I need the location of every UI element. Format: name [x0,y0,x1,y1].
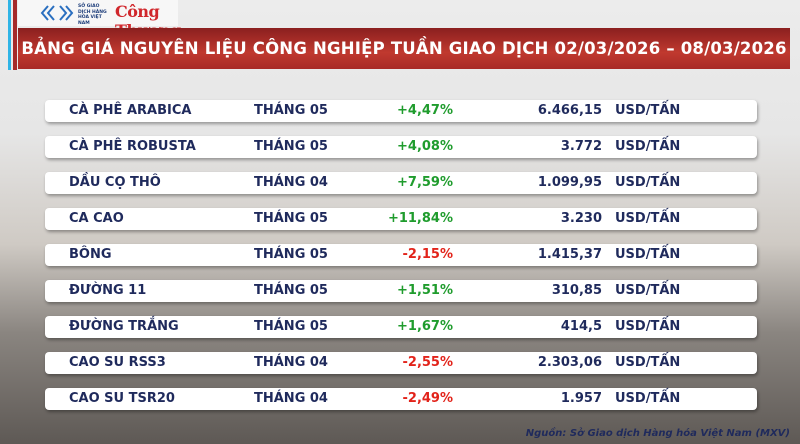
price-unit: USD/TẤN [615,283,681,298]
table-row: DẦU CỌ THÔ THÁNG 04 +7,59% 1.099,95 USD/… [45,172,757,194]
price-change: +4,08% [397,139,453,154]
contract-month: THÁNG 05 [254,211,328,226]
price-unit: USD/TẤN [615,391,681,406]
frame-accent-line [8,0,11,70]
table-row: CAO SU TSR20 THÁNG 04 -2,49% 1.957 USD/T… [45,388,757,410]
contract-month: THÁNG 05 [254,247,328,262]
price-value: 1.099,95 [537,175,602,190]
price-unit: USD/TẤN [615,139,681,154]
table-row: ĐƯỜNG TRẮNG THÁNG 05 +1,67% 414,5 USD/TẤ… [45,316,757,338]
frame-accent-bar [13,0,17,70]
commodity-name: ĐƯỜNG TRẮNG [69,319,179,334]
commodity-name: CÀ PHÊ ARABICA [69,103,192,118]
price-change: -2,55% [402,355,454,370]
page-title: BẢNG GIÁ NGUYÊN LIỆU CÔNG NGHIỆP TUẦN GI… [18,28,790,69]
contract-month: THÁNG 05 [254,319,328,334]
table-row: CÀ PHÊ ROBUSTA THÁNG 05 +4,08% 3.772 USD… [45,136,757,158]
table-row: CA CAO THÁNG 05 +11,84% 3.230 USD/TẤN [45,208,757,230]
price-value: 3.230 [560,211,602,226]
price-change: +7,59% [397,175,453,190]
contract-month: THÁNG 05 [254,139,328,154]
price-value: 6.466,15 [537,103,602,118]
commodity-name: CAO SU TSR20 [69,391,175,406]
commodity-name: CÀ PHÊ ROBUSTA [69,139,196,154]
contract-month: THÁNG 05 [254,283,328,298]
exchange-name: SỞ GIAO DỊCH HÀNG HÓA VIỆT NAM [78,4,107,26]
contract-month: THÁNG 04 [254,391,328,406]
price-unit: USD/TẤN [615,175,681,190]
contract-month: THÁNG 05 [254,103,328,118]
price-value: 1.957 [560,391,602,406]
price-unit: USD/TẤN [615,211,681,226]
table-row: CAO SU RSS3 THÁNG 04 -2,55% 2.303,06 USD… [45,352,757,374]
header-logos: SỞ GIAO DỊCH HÀNG HÓA VIỆT NAM Công Thươ… [18,0,181,40]
price-value: 3.772 [560,139,602,154]
mxv-logo-icon [40,5,74,21]
price-change: -2,15% [402,247,454,262]
contract-month: THÁNG 04 [254,175,328,190]
price-unit: USD/TẤN [615,355,681,370]
price-value: 310,85 [551,283,602,298]
commodity-name: DẦU CỌ THÔ [69,175,161,190]
price-value: 2.303,06 [537,355,602,370]
price-change: -2,49% [402,391,454,406]
table-row: BÔNG THÁNG 05 -2,15% 1.415,37 USD/TẤN [45,244,757,266]
price-unit: USD/TẤN [615,103,681,118]
price-change: +1,51% [397,283,453,298]
price-unit: USD/TẤN [615,247,681,262]
price-change: +1,67% [397,319,453,334]
price-value: 1.415,37 [537,247,602,262]
source-note: Nguồn: Sở Giao dịch Hàng hóa Việt Nam (M… [525,428,790,439]
commodity-name: BÔNG [69,247,112,262]
price-change: +11,84% [387,211,453,226]
table-row: CÀ PHÊ ARABICA THÁNG 05 +4,47% 6.466,15 … [45,100,757,122]
price-unit: USD/TẤN [615,319,681,334]
table-row: ĐƯỜNG 11 THÁNG 05 +1,51% 310,85 USD/TẤN [45,280,757,302]
contract-month: THÁNG 04 [254,355,328,370]
commodity-name: ĐƯỜNG 11 [69,283,147,298]
price-value: 414,5 [560,319,602,334]
price-change: +4,47% [397,103,453,118]
commodity-name: CA CAO [69,211,124,226]
commodity-name: CAO SU RSS3 [69,355,166,370]
